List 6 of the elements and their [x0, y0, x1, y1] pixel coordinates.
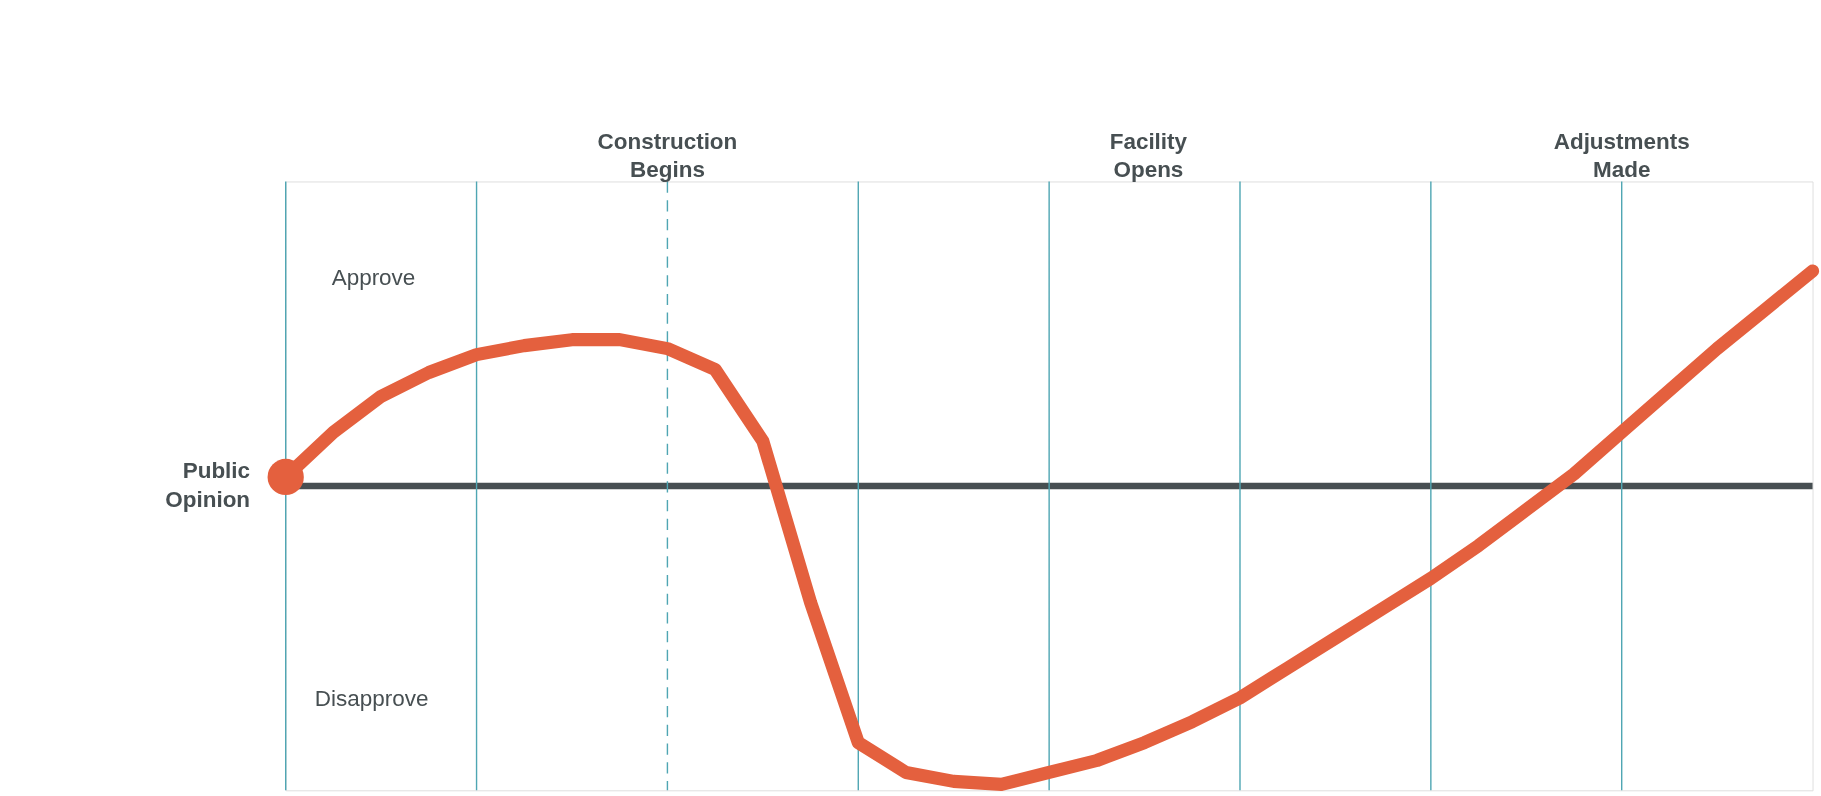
annotation: Disapprove	[314, 685, 429, 711]
text: Adjustments Made	[1553, 128, 1690, 182]
text: Facility Opens	[1109, 128, 1188, 182]
annotation: Approve	[331, 265, 416, 291]
y-axis-title: Public Opinion	[165, 458, 251, 512]
text: Construction Begins	[597, 128, 738, 182]
